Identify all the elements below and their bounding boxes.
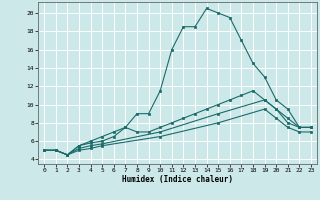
X-axis label: Humidex (Indice chaleur): Humidex (Indice chaleur) bbox=[122, 175, 233, 184]
